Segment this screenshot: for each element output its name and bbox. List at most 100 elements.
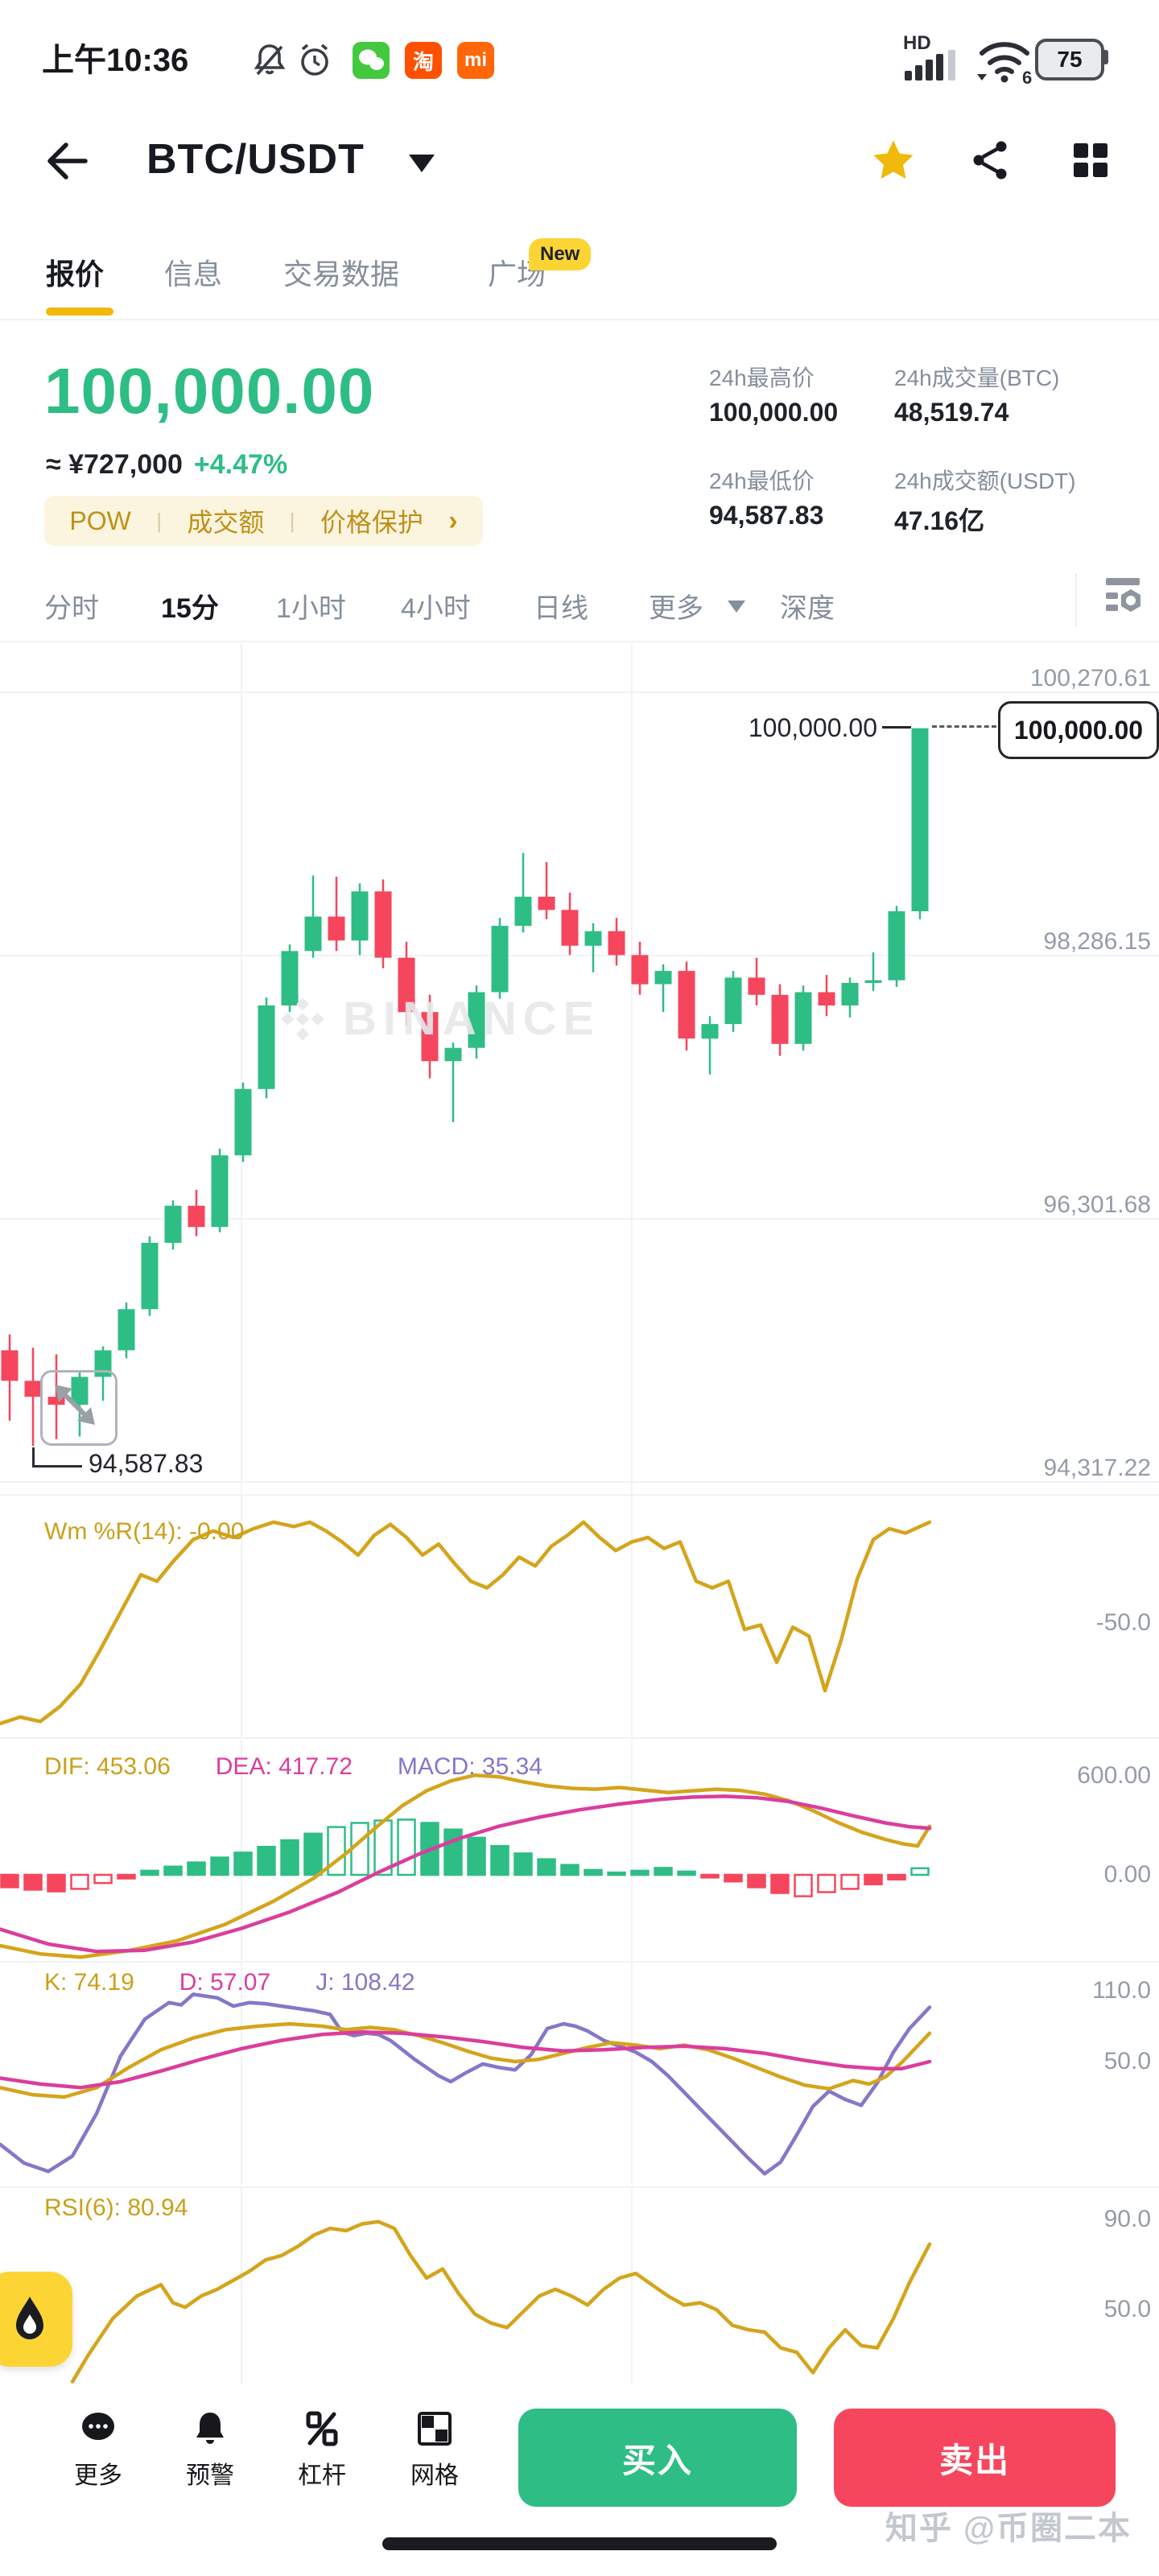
dif-label: DIF: 453.06 bbox=[44, 1753, 171, 1780]
stat-low-value: 94,587.83 bbox=[709, 501, 824, 530]
kdj-indicator-labels[interactable]: K: 74.19 D: 57.07 J: 108.42 bbox=[44, 1969, 415, 1996]
stat-volume-btc-label: 24h成交量(BTC) bbox=[894, 365, 1060, 390]
signal-bars-icon bbox=[905, 50, 955, 80]
tag-pow[interactable]: POW bbox=[69, 506, 131, 535]
fiat-approx: ≈ ¥727,000 bbox=[46, 449, 183, 480]
new-badge: New bbox=[529, 238, 592, 270]
stat-high-value: 100,000.00 bbox=[709, 398, 839, 427]
pair-dropdown-icon[interactable] bbox=[409, 155, 435, 172]
active-tab-underline bbox=[46, 308, 113, 316]
stat-volume-usdt-label: 24h成交额(USDT) bbox=[894, 469, 1076, 493]
mi-icon: mi bbox=[457, 42, 494, 79]
bottom-action-alert[interactable]: 预警 bbox=[166, 2410, 254, 2491]
d-label: D: 57.07 bbox=[179, 1969, 271, 1996]
candlestick-chart[interactable] bbox=[0, 644, 1159, 1494]
rsi-grid-label-90: 90.0 bbox=[1103, 2206, 1151, 2232]
divider bbox=[0, 1494, 1159, 1496]
toolbar-divider bbox=[1075, 573, 1077, 626]
tf-more[interactable]: 更多 bbox=[649, 593, 703, 624]
site-watermark: 知乎 @币圈二本 bbox=[885, 2511, 1132, 2546]
tf-realtime[interactable]: 分时 bbox=[44, 593, 99, 624]
apps-grid-icon[interactable] bbox=[1070, 140, 1111, 180]
axis-price-2: 98,286.15 bbox=[1043, 928, 1151, 955]
tag-volume[interactable]: 成交额 bbox=[187, 508, 265, 537]
bottom-action-more[interactable]: 更多 bbox=[54, 2410, 142, 2491]
share-icon[interactable] bbox=[969, 138, 1011, 182]
home-indicator bbox=[382, 2537, 777, 2550]
action-label: 更多 bbox=[74, 2462, 122, 2489]
wifi-icon: 6 bbox=[977, 42, 1032, 85]
divider bbox=[0, 1737, 1159, 1739]
token-tags-pill[interactable]: POW | 成交额 | 价格保护 › bbox=[44, 496, 483, 546]
axis-price-1: 100,270.61 bbox=[1029, 665, 1151, 691]
dea-label: DEA: 417.72 bbox=[215, 1753, 353, 1780]
divider bbox=[0, 2186, 1159, 2188]
candle-selection-box bbox=[40, 1370, 118, 1446]
high-annotation-line bbox=[882, 726, 911, 729]
bottom-action-leverage[interactable]: 杠杆 bbox=[278, 2410, 366, 2491]
tab-info[interactable]: 信息 bbox=[164, 258, 223, 291]
more-dropdown-icon[interactable] bbox=[728, 601, 745, 613]
bottom-action-grid[interactable]: 网格 bbox=[390, 2410, 479, 2491]
low-annotation-label: 94,587.83 bbox=[89, 1449, 204, 1478]
zoom-arrows-icon bbox=[55, 1385, 95, 1425]
rsi-indicator-label[interactable]: RSI(6): 80.94 bbox=[44, 2194, 188, 2221]
fiat-price-row: ≈ ¥727,000 +4.47% bbox=[46, 449, 287, 481]
indicator-settings-icon[interactable] bbox=[1104, 572, 1146, 623]
macd-indicator-labels[interactable]: DIF: 453.06 DEA: 417.72 MACD: 35.34 bbox=[44, 1753, 542, 1781]
macd-grid-label-600: 600.00 bbox=[1077, 1762, 1151, 1789]
tag-price-protection[interactable]: 价格保护 bbox=[320, 508, 423, 537]
tf-1h[interactable]: 1小时 bbox=[276, 593, 346, 624]
stat-volume-usdt-value: 47.16亿 bbox=[894, 506, 985, 535]
change-percent: +4.47% bbox=[193, 449, 288, 480]
current-price-dashed-line bbox=[932, 725, 996, 728]
high-annotation-label: 100,000.00 bbox=[748, 713, 877, 742]
binance-watermark: BINANCE bbox=[277, 992, 600, 1046]
pill-separator: | bbox=[156, 508, 162, 533]
bell-muted-icon bbox=[254, 44, 286, 76]
pair-title[interactable]: BTC/USDT bbox=[146, 136, 365, 183]
battery-indicator: 75 bbox=[1035, 39, 1104, 80]
divider bbox=[0, 641, 1159, 642]
wr-grid-label: -50.0 bbox=[1095, 1609, 1151, 1636]
rsi-chart[interactable] bbox=[0, 2188, 1159, 2384]
hd-indicator: HD bbox=[903, 32, 931, 54]
wifi6-label: 6 bbox=[1022, 68, 1032, 85]
tf-4h[interactable]: 4小时 bbox=[401, 593, 471, 624]
macd-grid-label-0: 0.00 bbox=[1103, 1861, 1151, 1888]
tab-trading-data[interactable]: 交易数据 bbox=[283, 258, 400, 291]
binance-logo-icon bbox=[281, 997, 324, 1041]
macd-label: MACD: 35.34 bbox=[397, 1753, 542, 1780]
axis-price-3: 96,301.68 bbox=[1043, 1191, 1151, 1218]
tab-quotes[interactable]: 报价 bbox=[46, 258, 105, 291]
divider bbox=[0, 1961, 1159, 1963]
stat-high-label: 24h最高价 bbox=[709, 365, 815, 390]
rsi-grid-label-50: 50.0 bbox=[1103, 2296, 1151, 2322]
favorite-star-icon[interactable] bbox=[869, 137, 918, 184]
divider bbox=[0, 319, 1159, 320]
sell-button[interactable]: 卖出 bbox=[834, 2409, 1116, 2507]
macd-chart[interactable] bbox=[0, 1740, 1159, 1959]
axis-price-4: 94,317.22 bbox=[1043, 1455, 1151, 1481]
kdj-grid-label-110: 110.0 bbox=[1092, 1977, 1151, 2004]
back-icon[interactable] bbox=[42, 138, 90, 184]
wr-indicator-label[interactable]: Wm %R(14): -0.00 bbox=[44, 1518, 245, 1545]
buy-button[interactable]: 买入 bbox=[518, 2409, 797, 2507]
low-annotation-line bbox=[32, 1447, 35, 1467]
hot-activity-button[interactable] bbox=[0, 2272, 72, 2367]
flame-icon bbox=[16, 2297, 43, 2339]
status-time: 上午10:36 bbox=[42, 43, 189, 78]
williams-r-chart[interactable] bbox=[0, 1496, 1159, 1737]
tf-daily[interactable]: 日线 bbox=[534, 593, 588, 624]
tf-depth[interactable]: 深度 bbox=[780, 593, 835, 624]
taobao-icon: 淘 bbox=[405, 42, 442, 79]
action-label: 杠杆 bbox=[298, 2462, 346, 2489]
kdj-chart[interactable] bbox=[0, 1963, 1159, 2185]
tf-15m[interactable]: 15分 bbox=[161, 593, 219, 624]
current-price-box[interactable]: 100,000.00 bbox=[998, 701, 1159, 759]
watermark-text: BINANCE bbox=[343, 993, 601, 1045]
chevron-right-icon: › bbox=[448, 505, 458, 536]
grid-trading-icon bbox=[418, 2412, 452, 2446]
stat-low-label: 24h最低价 bbox=[709, 469, 815, 493]
